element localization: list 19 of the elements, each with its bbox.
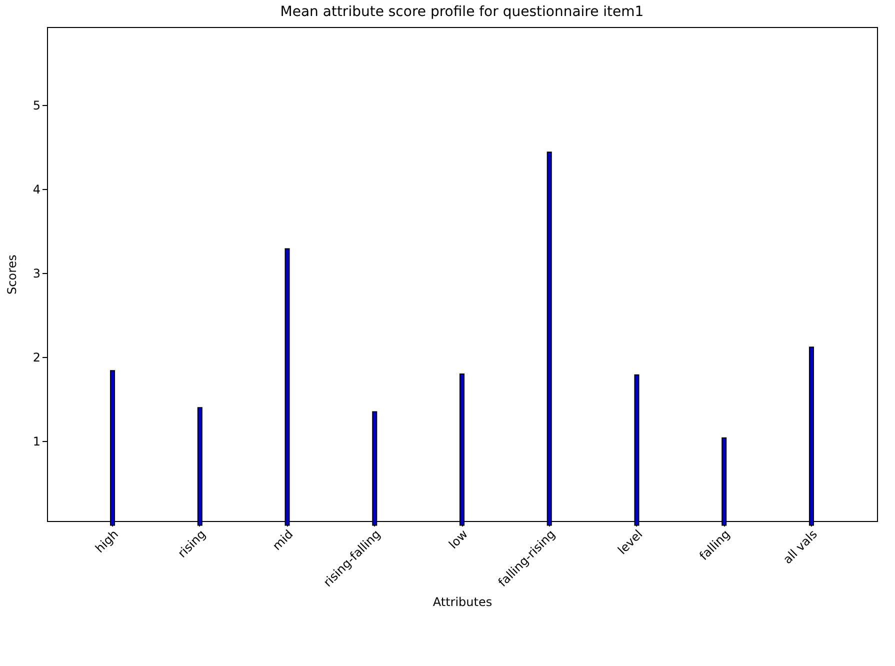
bar xyxy=(722,437,727,526)
y-tick-label: 4 xyxy=(32,182,40,197)
chart-title: Mean attribute score profile for questionnaire item1 xyxy=(280,4,644,20)
y-tick-label: 3 xyxy=(32,266,40,281)
x-axis-title: Attributes xyxy=(432,594,492,609)
bar xyxy=(808,346,814,526)
bar xyxy=(110,370,116,526)
x-tick-label: low xyxy=(446,526,471,552)
y-tick-label: 1 xyxy=(32,434,40,449)
bar xyxy=(546,152,552,526)
x-tick-label: all vals xyxy=(780,527,820,567)
bar xyxy=(634,374,640,526)
bar xyxy=(284,248,290,526)
bar xyxy=(460,373,464,526)
y-axis-title: Scores xyxy=(4,254,19,294)
y-tick-label: 2 xyxy=(32,350,40,365)
y-tick-label: 5 xyxy=(32,98,40,113)
bar xyxy=(197,407,202,526)
bar xyxy=(372,411,378,526)
